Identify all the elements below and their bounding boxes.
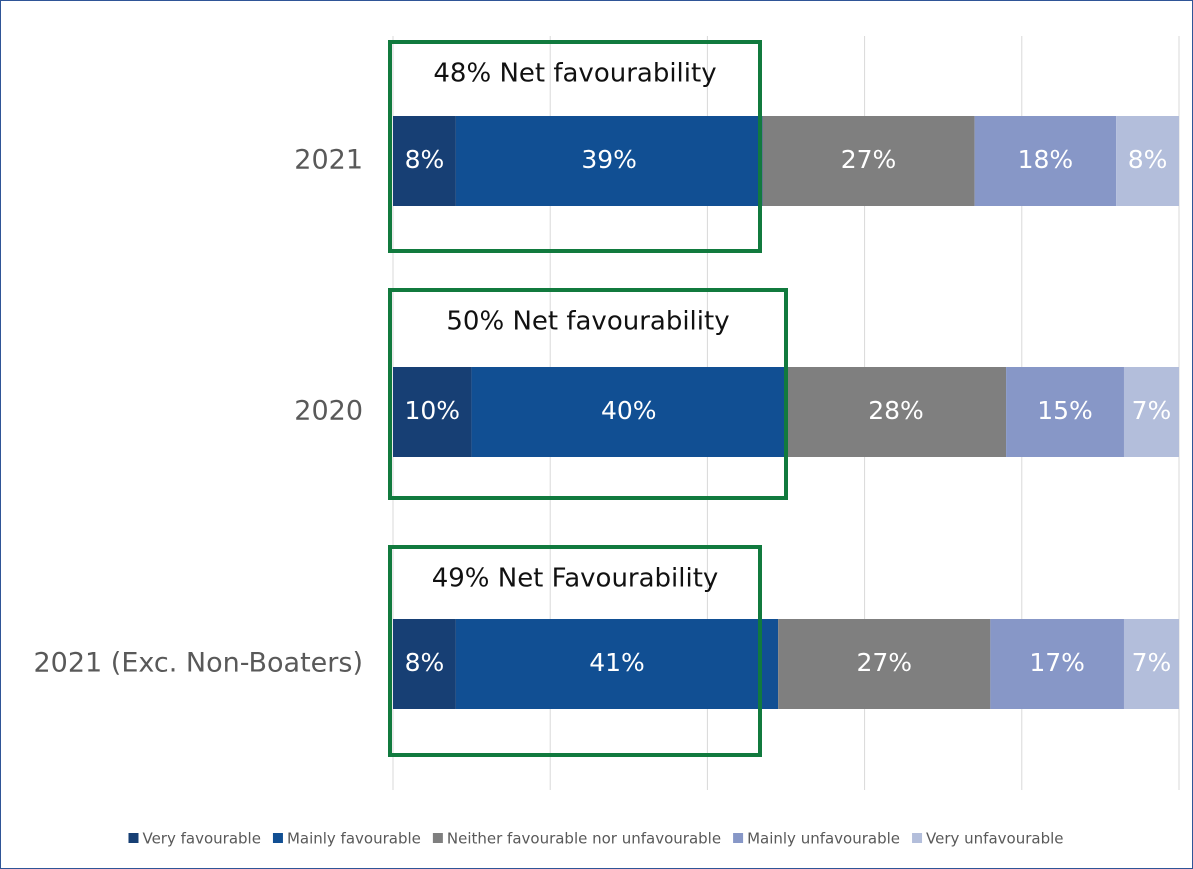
legend-label: Mainly unfavourable	[747, 830, 900, 848]
legend-swatch	[912, 833, 923, 843]
data-label: 15%	[1037, 396, 1093, 425]
data-label: 8%	[1128, 145, 1168, 174]
bar-segment	[455, 619, 779, 709]
annotation-box	[388, 40, 762, 253]
legend-label: Very unfavourable	[926, 830, 1063, 848]
bar-segment	[990, 619, 1124, 709]
bar-segment	[1123, 619, 1179, 709]
legend-label: Very favourable	[142, 830, 260, 848]
legend-label: Mainly favourable	[287, 830, 421, 848]
data-label: 17%	[1029, 648, 1085, 677]
category-label: 2021 (Exc. Non-Boaters)	[34, 648, 364, 679]
data-label: 8%	[405, 648, 445, 677]
legend-swatch	[128, 833, 139, 843]
bar-segment	[786, 367, 1007, 457]
data-label: 39%	[581, 145, 637, 174]
legend-swatch	[272, 833, 283, 843]
annotation-box	[388, 545, 762, 757]
annotation: 50% Net favourability	[446, 307, 729, 337]
annotation: 48% Net favourability	[433, 59, 716, 89]
bar-segment	[1006, 367, 1124, 457]
bar-segment	[393, 367, 472, 457]
data-label: 7%	[1132, 648, 1172, 677]
data-label: 27%	[841, 145, 897, 174]
data-label: 7%	[1132, 396, 1172, 425]
data-label: 18%	[1018, 145, 1074, 174]
data-label: 40%	[601, 396, 657, 425]
bar-segment	[974, 116, 1117, 206]
bar-segment	[393, 619, 456, 709]
legend-swatch	[432, 833, 443, 843]
bar-segment	[471, 367, 786, 457]
legend-label: Neither favourable nor unfavourable	[447, 830, 721, 848]
data-label: 8%	[405, 145, 445, 174]
annotation: 49% Net Favourability	[432, 564, 719, 594]
bar-segment	[762, 116, 975, 206]
bar-segment	[393, 116, 456, 206]
data-label: 27%	[856, 648, 912, 677]
bar-segment	[778, 619, 991, 709]
bar-segment	[455, 116, 763, 206]
data-label: 41%	[589, 648, 645, 677]
data-label: 28%	[868, 396, 924, 425]
bar-segment	[1123, 367, 1179, 457]
category-label: 2021	[294, 145, 363, 176]
legend-swatch	[733, 833, 744, 843]
bar-segment	[1116, 116, 1179, 206]
data-label: 10%	[405, 396, 461, 425]
category-label: 2020	[294, 396, 363, 427]
annotation-box	[388, 288, 788, 500]
